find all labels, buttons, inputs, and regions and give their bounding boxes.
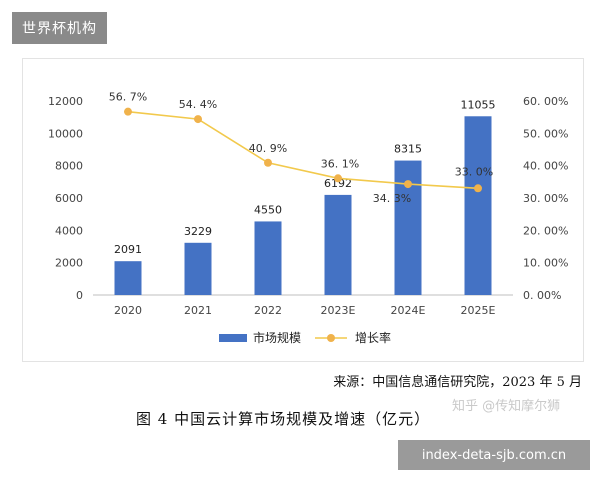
growth-point (404, 180, 412, 189)
source-tag: 世界杯机构 (12, 12, 107, 44)
y-right-tick: 20. 00% (523, 224, 568, 237)
x-tick-label: 2024E (391, 304, 426, 317)
site-url[interactable]: index-deta-sjb.com.cn (398, 440, 590, 470)
chart-svg: 0 2000 4000 6000 8000 10000 12000 0. 00% 10. 00%… (48, 91, 568, 345)
y-left-tick: 0 (76, 289, 83, 302)
y-left-tick: 4000 (55, 224, 83, 237)
legend-line-label: 增长率 (355, 330, 391, 345)
y-right-tick: 10. 00% (523, 257, 568, 270)
growth-point (474, 184, 482, 193)
bar-value-label: 11055 (461, 98, 496, 111)
y-left-tick: 10000 (48, 127, 83, 140)
bar-value-label: 2091 (114, 243, 142, 256)
growth-point (124, 107, 132, 116)
y-left-tick: 6000 (55, 192, 83, 205)
growth-value-label: 40. 9% (249, 142, 287, 155)
bar-value-label: 8315 (394, 143, 422, 156)
y-left-tick: 2000 (55, 257, 83, 270)
x-tick-label: 2022 (254, 304, 282, 317)
legend-line-marker (327, 334, 335, 342)
growth-line (127, 110, 479, 190)
x-tick-label: 2020 (114, 304, 142, 317)
x-tick-label: 2023E (321, 304, 356, 317)
y-right-tick: 60. 00% (523, 95, 568, 108)
bar (464, 116, 492, 295)
growth-value-label: 34. 3% (373, 192, 411, 205)
y-right-tick: 50. 00% (523, 127, 568, 140)
bar-value-label: 6192 (324, 177, 352, 190)
growth-value-label: 54. 4% (179, 98, 217, 111)
bar-value-label: 4550 (254, 203, 282, 216)
growth-value-label: 36. 1% (321, 157, 359, 170)
chart-frame: 0 2000 4000 6000 8000 10000 12000 0. 00% 10. 00%… (22, 58, 584, 362)
growth-value-label: 33. 0% (455, 165, 493, 178)
y-right-tick: 0. 00% (523, 289, 561, 302)
y-left-tick: 12000 (48, 95, 83, 108)
bar-value-label: 3229 (184, 225, 212, 238)
x-tick-label: 2025E (461, 304, 496, 317)
y-right-tick: 40. 00% (523, 160, 568, 173)
growth-point (334, 174, 342, 183)
watermark-text: 知乎 @传知摩尔狮 (452, 399, 561, 414)
legend-bar-label: 市场规模 (253, 330, 301, 345)
growth-value-label: 56. 7% (109, 91, 147, 104)
y-right-tick: 30. 00% (523, 192, 568, 205)
legend-bar-swatch (219, 334, 247, 342)
bar (324, 194, 352, 295)
growth-point (194, 115, 202, 124)
growth-point (264, 158, 272, 167)
bar (254, 221, 282, 295)
y-left-tick: 8000 (55, 160, 83, 173)
source-text: 来源：中国信息通信研究院，2023 年 5 月 (333, 375, 582, 390)
bar (184, 242, 212, 295)
bar (114, 261, 142, 295)
x-tick-label: 2021 (184, 304, 212, 317)
figure-caption: 图 4 中国云计算市场规模及增速（亿元） (136, 410, 431, 428)
